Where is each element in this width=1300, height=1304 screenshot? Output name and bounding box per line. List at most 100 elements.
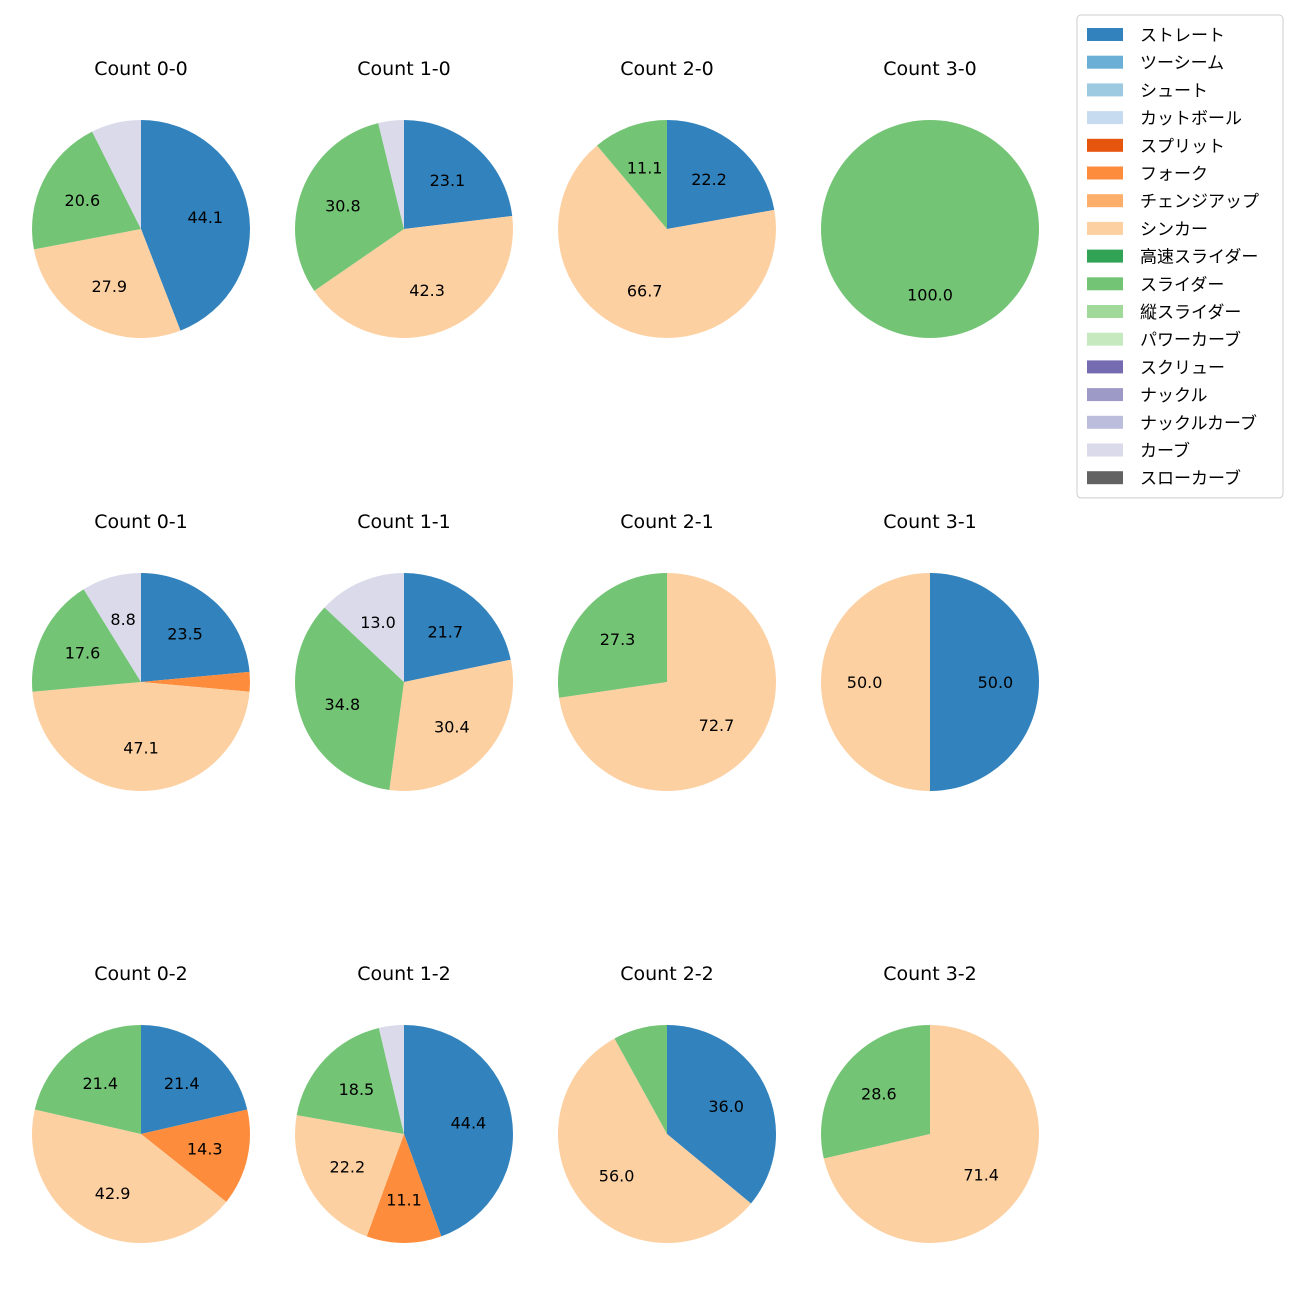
pie-slice-2	[557, 1038, 751, 1244]
pie-slice-3	[295, 1115, 404, 1237]
pie-slice-5	[378, 1025, 404, 1134]
pie-slice-1	[823, 1025, 1040, 1243]
pie-chart-count-0-2: Count 0-2 21.4 14.3 42.9 21.4	[32, 963, 250, 1244]
pie-slice-1	[821, 120, 1039, 338]
pie-title: Count 2-1	[620, 511, 714, 533]
slice-label: 47.1	[123, 738, 159, 757]
legend-swatch	[1087, 55, 1123, 69]
pie-slice-4	[378, 120, 404, 229]
slice-label: 11.1	[627, 159, 663, 178]
slice-label: 21.4	[164, 1074, 200, 1093]
slice-label: 21.4	[82, 1074, 118, 1093]
legend-swatch	[1087, 443, 1123, 457]
legend-label: スローカーブ	[1140, 468, 1241, 489]
pie-slice-1	[141, 120, 251, 331]
pie-title: Count 1-1	[357, 511, 451, 533]
legend-swatch	[1087, 471, 1123, 485]
legend-item: カーブ	[1087, 441, 1190, 462]
slice-label: 8.8	[110, 610, 135, 629]
slice-label: 13.0	[360, 613, 396, 632]
pie-chart-count-0-0: Count 0-0 44.1 27.9 20.6	[32, 58, 251, 339]
legend-item: スクリュー	[1087, 358, 1225, 378]
legend-item: シュート	[1087, 81, 1208, 101]
pie-slice-4	[92, 120, 141, 229]
legend-swatch	[1087, 249, 1123, 263]
pie-slice-2	[557, 573, 667, 698]
legend-label: シンカー	[1140, 220, 1208, 240]
slice-label: 23.5	[167, 625, 203, 644]
legend-swatch	[1087, 166, 1123, 180]
legend-label: パワーカーブ	[1140, 330, 1241, 351]
legend-swatch	[1087, 415, 1123, 429]
slice-label: 28.6	[861, 1084, 897, 1103]
slice-label: 50.0	[847, 673, 883, 692]
legend-item: ストレート	[1087, 26, 1225, 46]
pie-title: Count 0-0	[94, 58, 188, 80]
legend-label: 縦スライダー	[1140, 303, 1241, 323]
slice-label: 36.0	[708, 1097, 744, 1116]
pie-slice-4	[296, 1027, 404, 1134]
pie-title: Count 3-1	[883, 511, 977, 533]
pie-slice-2	[141, 1109, 250, 1202]
pie-chart-count-3-2: Count 3-2 71.4 28.6	[821, 963, 1040, 1243]
legend-swatch	[1087, 305, 1123, 318]
slice-label: 42.3	[409, 281, 445, 300]
pie-chart-count-3-0: Count 3-0 100.0	[821, 58, 1039, 338]
pie-slice-3	[32, 131, 142, 250]
legend-swatch	[1087, 221, 1123, 235]
slice-label: 21.7	[427, 622, 463, 641]
slice-label: 27.3	[600, 630, 636, 649]
slice-label: 22.2	[691, 170, 727, 189]
slice-label: 30.4	[434, 718, 470, 737]
legend-item: ナックルカーブ	[1087, 413, 1257, 434]
legend-swatch	[1087, 277, 1123, 291]
slice-label: 42.9	[95, 1184, 131, 1203]
pie-slice-1	[404, 120, 513, 229]
pie-slice-3	[32, 682, 250, 792]
legend-swatch	[1087, 28, 1123, 41]
pie-chart-count-0-1: Count 0-1 23.5 47.1 17.6 8.8	[31, 511, 251, 792]
legend-item: カットボール	[1087, 109, 1242, 129]
legend-item: 縦スライダー	[1087, 303, 1241, 323]
pie-slice-4	[324, 572, 404, 682]
pie-slice-2	[389, 659, 514, 792]
pie-title: Count 3-0	[883, 58, 977, 80]
legend-label: スライダー	[1140, 275, 1224, 295]
legend-item: ツーシーム	[1087, 54, 1224, 74]
pie-slice-4	[31, 589, 141, 692]
pie-slice-1	[404, 572, 511, 682]
slice-label: 66.7	[627, 281, 663, 300]
pie-slice-2	[33, 229, 181, 339]
slice-label: 27.9	[91, 277, 127, 296]
slice-label: 44.4	[451, 1114, 487, 1133]
pie-slice-5	[83, 573, 141, 682]
pie-title: Count 1-2	[357, 963, 451, 985]
legend-swatch	[1087, 194, 1123, 208]
pie-slice-2	[821, 573, 930, 791]
pie-slice-1	[667, 1025, 776, 1204]
legend-label: シュート	[1140, 81, 1208, 101]
pie-slice-3	[295, 123, 404, 291]
pie-slice-2	[314, 216, 513, 338]
slice-label: 22.2	[330, 1158, 366, 1177]
pie-slice-2	[821, 1025, 930, 1159]
legend-swatch	[1087, 332, 1123, 346]
legend-label: ストレート	[1140, 26, 1225, 46]
legend-label: チェンジアップ	[1140, 192, 1259, 212]
slice-label: 100.0	[907, 285, 953, 304]
pie-slice-1	[667, 120, 775, 229]
pie-title: Count 2-2	[620, 963, 714, 985]
pie-chart-count-2-0: Count 2-0 22.2 66.7 11.1	[558, 58, 777, 338]
pie-title: Count 2-0	[620, 58, 714, 80]
pie-chart-count-1-0: Count 1-0 23.1 42.3 30.8	[295, 58, 513, 338]
legend-label: カットボール	[1140, 109, 1242, 129]
pie-slice-3	[32, 1109, 227, 1244]
legend-item: スライダー	[1087, 275, 1224, 295]
legend-item: シンカー	[1087, 220, 1208, 240]
pie-slice-1	[141, 1025, 248, 1134]
pie-slice-3	[614, 1025, 667, 1134]
legend-frame	[1076, 14, 1284, 499]
slice-label: 72.7	[699, 716, 735, 735]
legend-swatch	[1087, 138, 1123, 152]
legend-swatch	[1087, 111, 1123, 125]
